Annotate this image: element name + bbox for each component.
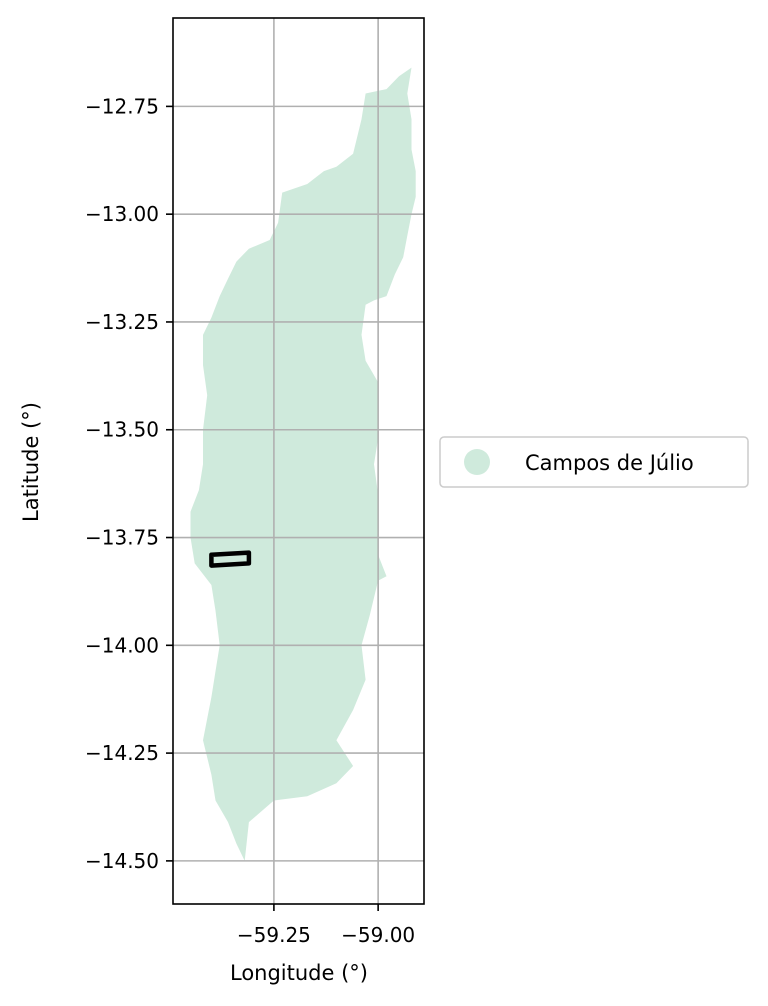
y-axis-label: Latitude (°) [19, 402, 43, 522]
grid-lines-top [173, 18, 424, 904]
y-tick-label-5: −14.00 [85, 633, 159, 657]
axes-frame [172, 17, 425, 905]
x-tick-label-1: −59.00 [341, 923, 415, 947]
legend-label-campos-de-julio: Campos de Júlio [525, 451, 694, 475]
y-tick-label-6: −14.25 [85, 741, 159, 765]
x-tick-label-0: −59.25 [237, 923, 311, 947]
legend-swatch-campos-de-julio [464, 449, 490, 475]
y-tick-label-4: −13.75 [85, 526, 159, 550]
legend-frame [439, 436, 749, 488]
y-axis-ticks: −12.75 −13.00 −13.25 −13.50 −13.75 −14.00 −14.… [85, 94, 173, 873]
y-tick-label-1: −13.00 [85, 202, 159, 226]
x-axis-label: Longitude (°) [230, 961, 368, 985]
y-tick-label-0: −12.75 [85, 94, 159, 118]
legend: Campos de Júlio [439, 436, 749, 488]
y-tick-label-7: −14.50 [85, 849, 159, 873]
y-tick-label-3: −13.50 [85, 418, 159, 442]
y-tick-label-2: −13.25 [85, 310, 159, 334]
x-axis-ticks: −59.25 −59.00 [237, 904, 415, 947]
region-polygon-campos-de-julio [190, 67, 416, 861]
study-area-marker [209, 550, 252, 568]
